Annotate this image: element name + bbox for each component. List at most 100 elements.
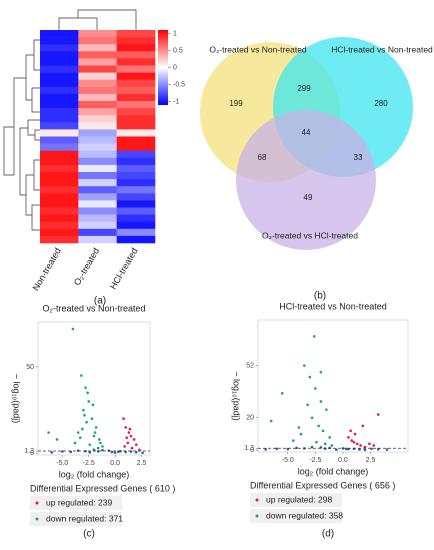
point	[325, 408, 328, 411]
heatmap-cell	[78, 235, 117, 244]
legend-label: down regulated: 358	[266, 510, 343, 520]
point	[275, 447, 279, 451]
heatmap-cell	[116, 86, 156, 95]
heatmap-cell	[78, 65, 117, 73]
plot-area	[37, 321, 151, 456]
point	[321, 429, 325, 433]
point	[92, 448, 96, 452]
point	[82, 408, 85, 412]
point	[363, 445, 367, 449]
x-tick-label: 0.0	[110, 460, 120, 467]
legend-marker	[255, 514, 259, 518]
heatmap-cell	[40, 101, 79, 109]
heatmap-cell	[116, 200, 156, 208]
dendrogram-left	[3, 39, 40, 231]
region-count: 68	[258, 153, 267, 162]
point	[306, 403, 309, 407]
x-tick-label: -2.5	[309, 457, 321, 464]
y-tick-label: 50	[26, 364, 34, 371]
column-label: HCl-treated	[108, 246, 140, 291]
point	[291, 439, 295, 442]
legend-row	[250, 509, 342, 523]
heatmap-cell	[116, 172, 156, 180]
point	[132, 438, 136, 441]
point	[126, 441, 130, 445]
point	[91, 403, 95, 407]
point	[319, 400, 323, 403]
heatmap-cell	[40, 186, 79, 194]
heatmap-cell	[116, 101, 156, 109]
legend-label: up regulated: 239	[46, 497, 112, 507]
heatmap-cell	[116, 228, 156, 237]
point	[55, 438, 59, 441]
heatmap-cell	[116, 235, 156, 244]
colorbar-label: -1	[173, 98, 179, 105]
x-tick-label: 0.0	[338, 457, 348, 464]
heatmap-cell	[116, 164, 156, 173]
heatmap-cell	[116, 186, 156, 194]
column-label: Non-treated	[31, 246, 63, 292]
heatmap-cell	[78, 136, 117, 144]
y-tick-label: 1.3	[244, 445, 254, 452]
colorbar	[158, 30, 168, 105]
x-axis-label: log₂ (fold change)	[59, 469, 130, 479]
column-label: O₂-treated	[72, 246, 101, 287]
panel-label: (b)	[314, 291, 326, 302]
x-tick-label: 2.5	[366, 457, 376, 464]
point	[128, 427, 132, 431]
heatmap-cell	[40, 136, 79, 144]
legend-row	[30, 512, 122, 526]
heatmap-cell	[78, 115, 117, 123]
heatmap-cell	[40, 200, 79, 208]
legend-title: Differential Expressed Genes ( 656 )	[250, 480, 395, 490]
set-label: O₂-treated vs Non-treated	[209, 44, 307, 54]
point	[299, 432, 303, 436]
point	[314, 387, 317, 390]
region-count: 33	[354, 153, 363, 162]
point	[317, 424, 320, 428]
point	[297, 426, 301, 429]
colorbar-label: -0.5	[173, 81, 185, 88]
colorbar-label: 0	[173, 64, 177, 71]
point	[328, 436, 331, 439]
legend-title: Differential Expressed Genes ( 610 )	[30, 483, 175, 493]
heatmap-cell	[78, 37, 117, 45]
y-tick-label: 0	[30, 450, 34, 457]
heatmap-cell	[116, 129, 156, 137]
heatmap-cell	[78, 44, 117, 52]
heatmap-cell	[78, 86, 117, 95]
heatmap-cell	[40, 65, 79, 73]
heatmap-cell	[78, 207, 117, 215]
heatmap-cell	[40, 122, 79, 130]
heatmap-cell	[78, 200, 117, 208]
region-count: 280	[374, 99, 388, 108]
point	[80, 374, 83, 377]
x-tick-label: -2.5	[83, 460, 95, 467]
point	[81, 427, 84, 431]
point	[359, 444, 362, 447]
point	[310, 416, 314, 420]
legend-label: up regulated: 298	[266, 494, 332, 504]
point	[78, 436, 82, 440]
heatmap-cell	[116, 193, 156, 201]
legend-marker	[255, 498, 259, 502]
point	[141, 451, 144, 455]
heatmap-cell	[40, 93, 79, 102]
heatmap-cell	[78, 157, 117, 166]
point	[349, 429, 352, 433]
legend-marker	[35, 517, 39, 521]
heatmap-cell	[78, 51, 117, 59]
dendrogram-top	[58, 9, 137, 30]
x-tick-label: -5.0	[282, 457, 294, 464]
point	[127, 431, 131, 434]
point	[368, 442, 371, 446]
heatmap-cell	[40, 235, 79, 244]
heatmap-cell	[40, 86, 79, 95]
heatmap-cell	[40, 164, 79, 173]
point	[315, 440, 318, 444]
heatmap-cell	[116, 44, 156, 52]
heatmap-cell	[78, 101, 117, 109]
point	[87, 400, 91, 403]
heatmap-cell	[78, 93, 117, 102]
heatmap-cell	[78, 150, 117, 159]
